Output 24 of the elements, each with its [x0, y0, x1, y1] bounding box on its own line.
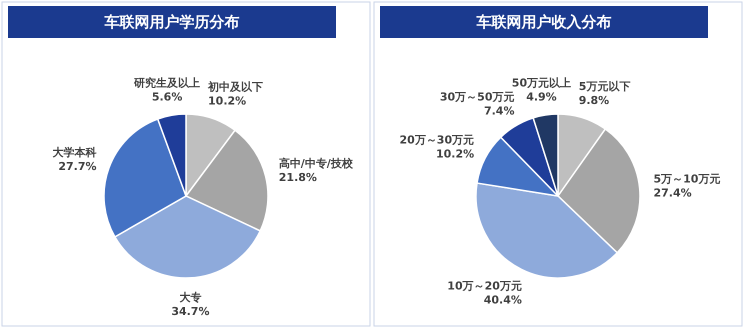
slice-label: 5万元以下 — [578, 80, 630, 94]
slice-label: 高中/中专/技校 — [278, 156, 354, 170]
data-label: 10.2% — [436, 147, 474, 160]
data-label: 27.7% — [58, 160, 96, 174]
data-label: 40.4% — [484, 294, 522, 307]
slice-label: 5万～10万元 — [654, 172, 720, 186]
data-label: 7.4% — [484, 104, 514, 118]
slice-label: 20万～30万元 — [400, 133, 474, 146]
slice-label: 大学本科 — [52, 146, 96, 160]
data-label: 9.8% — [578, 94, 610, 108]
chart-title: 车联网用户学历分布 — [104, 13, 240, 31]
data-label: 27.4% — [654, 186, 692, 200]
slice-label: 初中及以下 — [207, 80, 264, 94]
slice-label: 研究生及以上 — [133, 76, 200, 90]
chart-title: 车联网用户收入分布 — [476, 13, 612, 31]
data-label: 5.6% — [152, 90, 182, 104]
data-label: 21.8% — [278, 170, 317, 184]
data-label: 4.9% — [526, 90, 557, 104]
data-label: 34.7% — [171, 304, 210, 318]
slice-label: 10万～20万元 — [447, 280, 522, 293]
slice-label: 30万～50万元 — [440, 90, 514, 104]
slice-label: 大专 — [179, 290, 202, 304]
data-label: 10.2% — [208, 94, 246, 108]
slice-label: 50万元以上 — [512, 76, 572, 90]
